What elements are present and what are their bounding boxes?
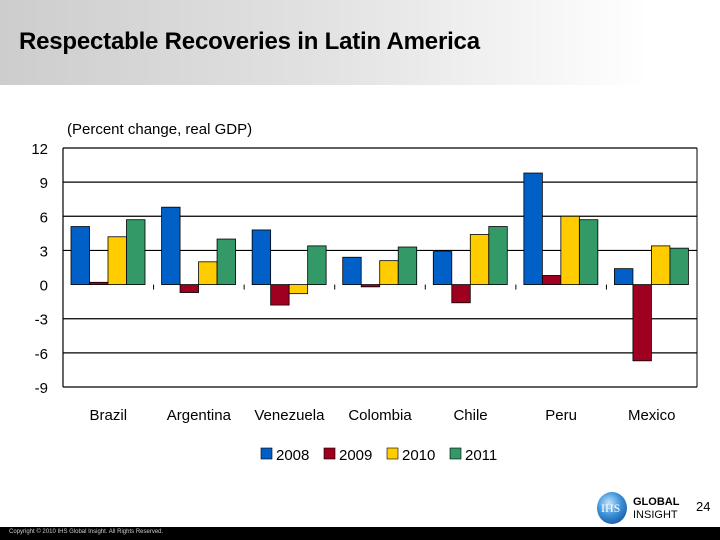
y-tick-label: 3 (40, 243, 48, 260)
legend-label: 2011 (465, 447, 497, 464)
x-category-label: Brazil (90, 407, 128, 424)
logo-mark: IHS (601, 501, 621, 515)
bar-2010-brazil (107, 236, 127, 285)
bar-2008-chile (432, 251, 453, 285)
globe-icon: IHS (597, 492, 627, 524)
x-category-label: Chile (453, 407, 487, 424)
x-category-label: Peru (545, 407, 577, 424)
y-tick-label: 0 (40, 278, 48, 295)
legend-swatch-2008 (260, 447, 273, 460)
page-number: 24 (696, 499, 711, 514)
bar-2009-chile (451, 284, 471, 304)
x-category-label: Colombia (348, 407, 412, 424)
logo-line1: GLOBAL (633, 496, 680, 508)
y-tick-label: 6 (40, 209, 48, 226)
footer-bar: Copyright © 2010 IHS Global Insight. All… (0, 527, 720, 540)
y-tick-label: 12 (31, 141, 48, 158)
legend-label: 2008 (276, 447, 309, 464)
x-category-label: Venezuela (254, 407, 325, 424)
legend-swatch-2011 (449, 447, 462, 460)
legend-swatch-2010 (386, 447, 399, 460)
chart-subtitle: (Percent change, real GDP) (67, 121, 252, 138)
y-tick-label: -3 (35, 312, 48, 329)
legend-label: 2010 (402, 447, 435, 464)
logo-line2: INSIGHT (633, 509, 678, 521)
x-category-label: Mexico (628, 407, 676, 424)
bar-2011-argentina (216, 238, 236, 285)
bar-2011-colombia (397, 246, 418, 285)
bar-2011-mexico (669, 247, 689, 285)
slide-title: Respectable Recoveries in Latin America (19, 28, 480, 55)
legend-swatch-2009 (323, 447, 336, 460)
bar-2011-brazil (126, 219, 146, 285)
bar-2008-colombia (342, 256, 362, 285)
copyright: Copyright © 2010 IHS Global Insight. All… (9, 529, 164, 535)
bar-2009-peru (541, 275, 562, 285)
bar-2008-peru (523, 172, 543, 285)
bar-2008-argentina (161, 206, 181, 285)
bar-2009-mexico (632, 284, 652, 362)
title-banner: Respectable Recoveries in Latin America (0, 0, 720, 85)
bar-2009-venezuela (270, 284, 290, 306)
ihs-global-insight-logo: IHS GLOBAL INSIGHT (597, 492, 687, 526)
bar-2008-mexico (614, 268, 634, 285)
bar-2010-mexico (651, 245, 671, 285)
bar-2009-argentina (179, 284, 199, 293)
legend-label: 2009 (339, 447, 372, 464)
bar-2010-argentina (198, 261, 218, 285)
bar-2010-chile (469, 234, 490, 285)
bar-2011-venezuela (307, 245, 327, 285)
bar-2009-colombia (360, 284, 381, 288)
y-tick-label: -9 (35, 380, 48, 397)
bar-2010-colombia (379, 260, 399, 285)
x-category-label: Argentina (167, 407, 232, 424)
bar-2009-brazil (89, 281, 109, 285)
bar-2008-venezuela (251, 229, 272, 285)
bar-2010-venezuela (288, 284, 309, 295)
bar-2011-peru (578, 219, 599, 285)
y-tick-label: 9 (40, 175, 48, 192)
bar-2008-brazil (70, 226, 90, 285)
y-tick-label: -6 (35, 346, 48, 363)
bar-2011-chile (488, 226, 508, 285)
bar-2010-peru (560, 215, 580, 285)
bar-chart: (Percent change, real GDP) 12 9 6 3 0 -3 -6 -9 Br… (31, 121, 698, 464)
